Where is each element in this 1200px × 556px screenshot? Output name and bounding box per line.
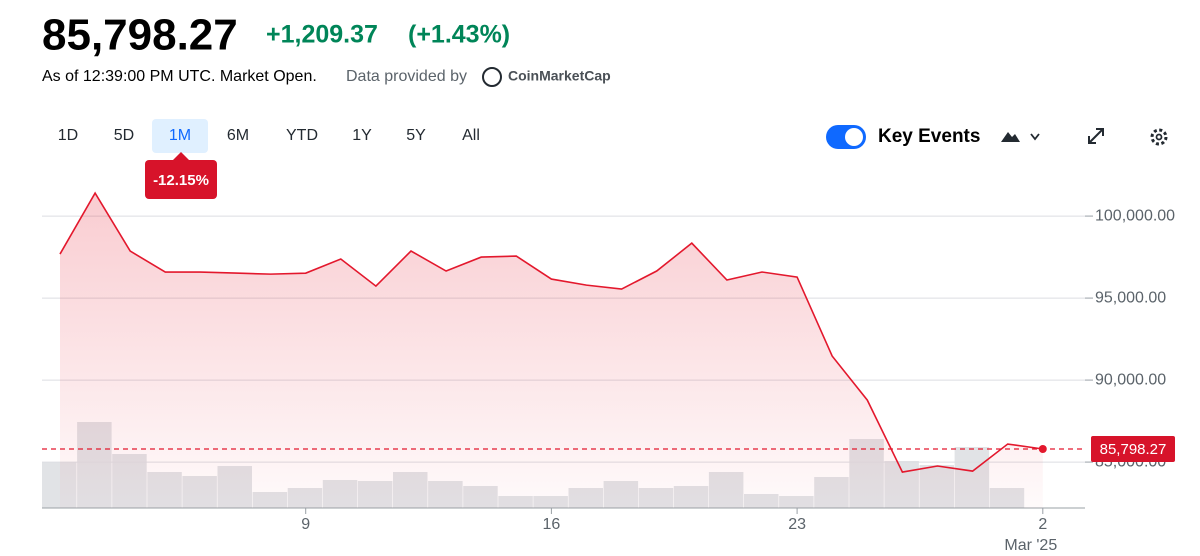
as-of: As of 12:39:00 PM UTC. Market Open. xyxy=(42,68,317,85)
fullscreen-button[interactable] xyxy=(1088,128,1104,144)
range-selected-bg xyxy=(152,119,208,153)
x-tick-label: 9 xyxy=(301,516,310,533)
area xyxy=(60,193,1043,508)
provider: CoinMarketCap xyxy=(508,68,611,84)
range-button[interactable]: YTD xyxy=(286,127,318,144)
y-tick-label: 95,000.00 xyxy=(1095,289,1166,306)
y-tick-label: 90,000.00 xyxy=(1095,371,1166,388)
price-change: +1,209.37 xyxy=(266,21,378,49)
provider-prefix: Data provided by xyxy=(346,68,467,85)
range-button[interactable]: 1M xyxy=(169,127,191,144)
range-button[interactable]: 1Y xyxy=(352,127,372,144)
range-button[interactable]: 5Y xyxy=(406,127,426,144)
range-button[interactable]: 6M xyxy=(227,127,249,144)
x-tick-label: 23 xyxy=(788,516,806,533)
price-change-percent: (+1.43%) xyxy=(408,21,510,49)
range-selector: 1D 5D 1M 6M YTD 1Y 5Y All xyxy=(58,119,480,153)
plot: 85,000.0090,000.0095,000.00100,000.00916… xyxy=(42,191,1175,554)
reference-badge xyxy=(1091,435,1175,462)
x-tick-label: 2 xyxy=(1038,516,1047,533)
x-tick-label: 16 xyxy=(543,516,561,533)
period-change: -12.15% xyxy=(153,172,209,189)
badge-arrow xyxy=(173,152,189,160)
y-tick-label: 100,000.00 xyxy=(1095,207,1175,224)
price-line xyxy=(59,191,1043,473)
range-button[interactable]: All xyxy=(462,127,480,144)
toggle-knob xyxy=(845,128,863,146)
provider-logo xyxy=(482,67,502,87)
key-events-label: Key Events xyxy=(878,126,980,147)
period-change-badge xyxy=(145,160,217,199)
reference-label: 85,798.27 xyxy=(1100,441,1167,458)
chart-type-menu[interactable] xyxy=(1001,132,1040,142)
x-sublabel: Mar '25 xyxy=(1004,537,1057,551)
range-button[interactable]: 1D xyxy=(58,127,78,144)
settings-button[interactable] xyxy=(1150,128,1168,146)
price: 85,798.27 xyxy=(42,11,238,60)
range-button[interactable]: 5D xyxy=(114,127,134,144)
